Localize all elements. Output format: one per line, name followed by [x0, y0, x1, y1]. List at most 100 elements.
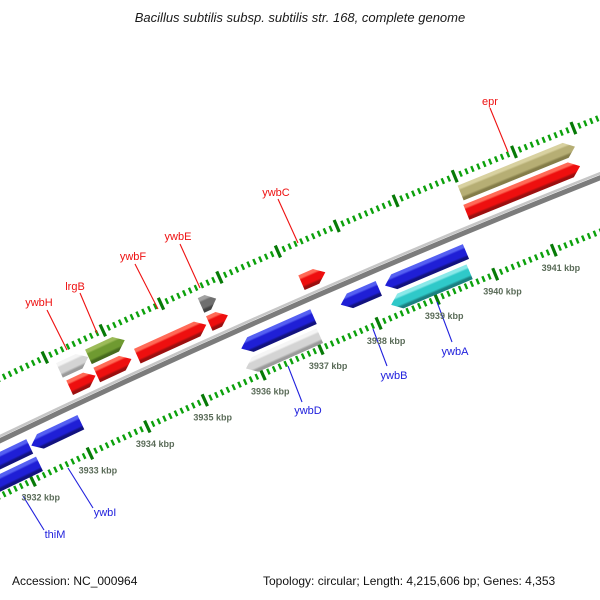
scale-labels-layer: 3932 kbp 3933 kbp 3934 kbp 3935 kbp 3936 kbp… — [22, 263, 581, 503]
gene-label-ywbA[interactable]: ywbA — [442, 346, 470, 358]
tick-minor-outer — [211, 276, 216, 284]
tick-minor-inner — [294, 355, 300, 363]
tick-minor-inner — [557, 244, 562, 252]
scale-label-3937: 3937 kbp — [309, 361, 348, 371]
gene-label-ywbH[interactable]: ywbH — [25, 297, 53, 309]
gene-label-ywbE[interactable]: ywbE — [165, 231, 192, 243]
gene-arrow-ywbC[interactable] — [298, 265, 328, 291]
tick-minor-inner — [208, 394, 213, 401]
gene-arrow-ywbH[interactable] — [66, 368, 99, 396]
tick-minor-outer — [281, 245, 287, 253]
tick-minor-outer — [193, 284, 199, 292]
gene-arrow-ywbD-feature[interactable] — [243, 328, 324, 375]
tick-minor-inner — [173, 410, 179, 417]
tick-minor-outer — [517, 146, 523, 153]
tick-minor-inner — [13, 485, 18, 492]
leader-line-ywbE — [179, 243, 201, 289]
tick-minor-outer — [428, 182, 434, 190]
tick-minor-inner — [522, 258, 527, 266]
gene-label-ywbF[interactable]: ywbF — [120, 251, 147, 263]
tick-major-inner — [549, 243, 558, 257]
gene-label-epr[interactable]: epr — [482, 96, 498, 108]
tick-minor-outer — [363, 210, 369, 217]
tick-minor-outer — [476, 163, 481, 170]
tick-minor-outer — [446, 175, 452, 182]
gene-arrow-ywbE[interactable] — [206, 308, 231, 331]
tick-minor-outer — [487, 158, 493, 165]
gene-arrow-ywbA-feature[interactable] — [388, 264, 473, 312]
tick-minor-outer — [170, 295, 176, 302]
gene-arrow-ywbF[interactable] — [133, 318, 210, 364]
tick-minor-inner — [214, 391, 219, 399]
tick-minor-outer — [152, 303, 158, 310]
scale-label-3940: 3940 kbp — [483, 287, 522, 297]
gene-arrow-ywbI[interactable] — [28, 414, 85, 453]
gene-arrow-lrgB-feature[interactable] — [85, 333, 128, 365]
tick-minor-outer — [523, 143, 529, 151]
gene-label-lrgB[interactable]: lrgB — [65, 281, 85, 293]
gene-label-ywbI[interactable]: ywbI — [94, 507, 117, 519]
tick-minor-inner — [323, 342, 329, 350]
tick-minor-outer — [258, 256, 263, 263]
tick-minor-inner — [440, 292, 445, 300]
gene-label-thiM[interactable]: thiM — [45, 529, 66, 541]
tick-minor-outer — [117, 319, 123, 326]
leader-line-ywbI — [67, 467, 94, 509]
tick-minor-outer — [547, 134, 552, 141]
gene-arrow-ywbD[interactable] — [238, 309, 317, 356]
tick-minor-inner — [498, 268, 504, 276]
gene-label-ywbC[interactable]: ywbC — [262, 187, 290, 199]
tick-major-outer — [569, 121, 578, 135]
gene-labels-layer: epr ywbC ywbE ywbF lrgB ywbH ywbA ywbB ywbD ywbI t… — [25, 96, 498, 541]
tick-minor-inner — [24, 479, 30, 487]
gene-arrow-ywbA[interactable] — [382, 244, 470, 293]
tick-minor-outer — [299, 238, 304, 245]
tick-minor-outer — [589, 117, 594, 125]
gene-arrow-ywbB[interactable] — [338, 281, 382, 312]
tick-minor-inner — [516, 261, 521, 268]
gene-arrow-ywbH-feature[interactable] — [56, 350, 92, 378]
tick-major-outer — [391, 194, 400, 208]
tick-minor-outer — [106, 324, 111, 331]
tick-minor-outer — [222, 271, 228, 279]
tick-minor-outer — [416, 187, 422, 195]
tick-major-outer — [273, 244, 282, 259]
tick-minor-outer — [88, 332, 94, 340]
tick-minor-inner — [116, 436, 121, 444]
tick-minor-inner — [237, 381, 242, 388]
tick-minor-inner — [104, 442, 110, 449]
tick-minor-outer — [0, 376, 1, 383]
tick-minor-outer — [269, 250, 275, 258]
tick-minor-inner — [446, 290, 451, 297]
genome-axis-highlight — [0, 171, 600, 438]
tick-minor-outer — [13, 367, 19, 375]
tick-minor-inner — [156, 418, 162, 425]
tick-major-inner — [85, 446, 95, 460]
gene-arrow-left-reverse-b[interactable] — [0, 456, 43, 505]
tick-minor-inner — [399, 310, 405, 317]
tick-minor-inner — [428, 297, 434, 305]
gene-label-ywbD[interactable]: ywbD — [294, 405, 322, 417]
gene-arrow-ywbE-feature[interactable] — [197, 291, 220, 313]
tick-minor-outer — [77, 337, 82, 345]
tick-major-inner — [143, 420, 152, 434]
tick-minor-inner — [370, 322, 375, 330]
gene-arrow-lrgB[interactable] — [93, 352, 134, 383]
tick-minor-outer — [53, 348, 59, 356]
tick-minor-inner — [127, 431, 133, 438]
tick-minor-outer — [387, 200, 392, 207]
gene-arrow-epr[interactable] — [463, 159, 583, 220]
tick-minor-outer — [340, 220, 345, 227]
tick-minor-outer — [310, 232, 316, 240]
tick-minor-inner — [242, 378, 248, 386]
gene-arrow-left-reverse-a[interactable] — [0, 439, 34, 486]
tick-minor-inner — [353, 330, 358, 337]
gene-label-ywbB[interactable]: ywbB — [381, 370, 408, 382]
tick-minor-outer — [369, 207, 375, 215]
tick-minor-inner — [452, 287, 457, 295]
tick-minor-inner — [254, 373, 260, 381]
tick-minor-outer — [535, 139, 540, 146]
gene-arrow-epr-feature[interactable] — [457, 139, 578, 201]
leader-line-ywbH — [46, 309, 68, 351]
tick-minor-inner — [457, 285, 463, 293]
